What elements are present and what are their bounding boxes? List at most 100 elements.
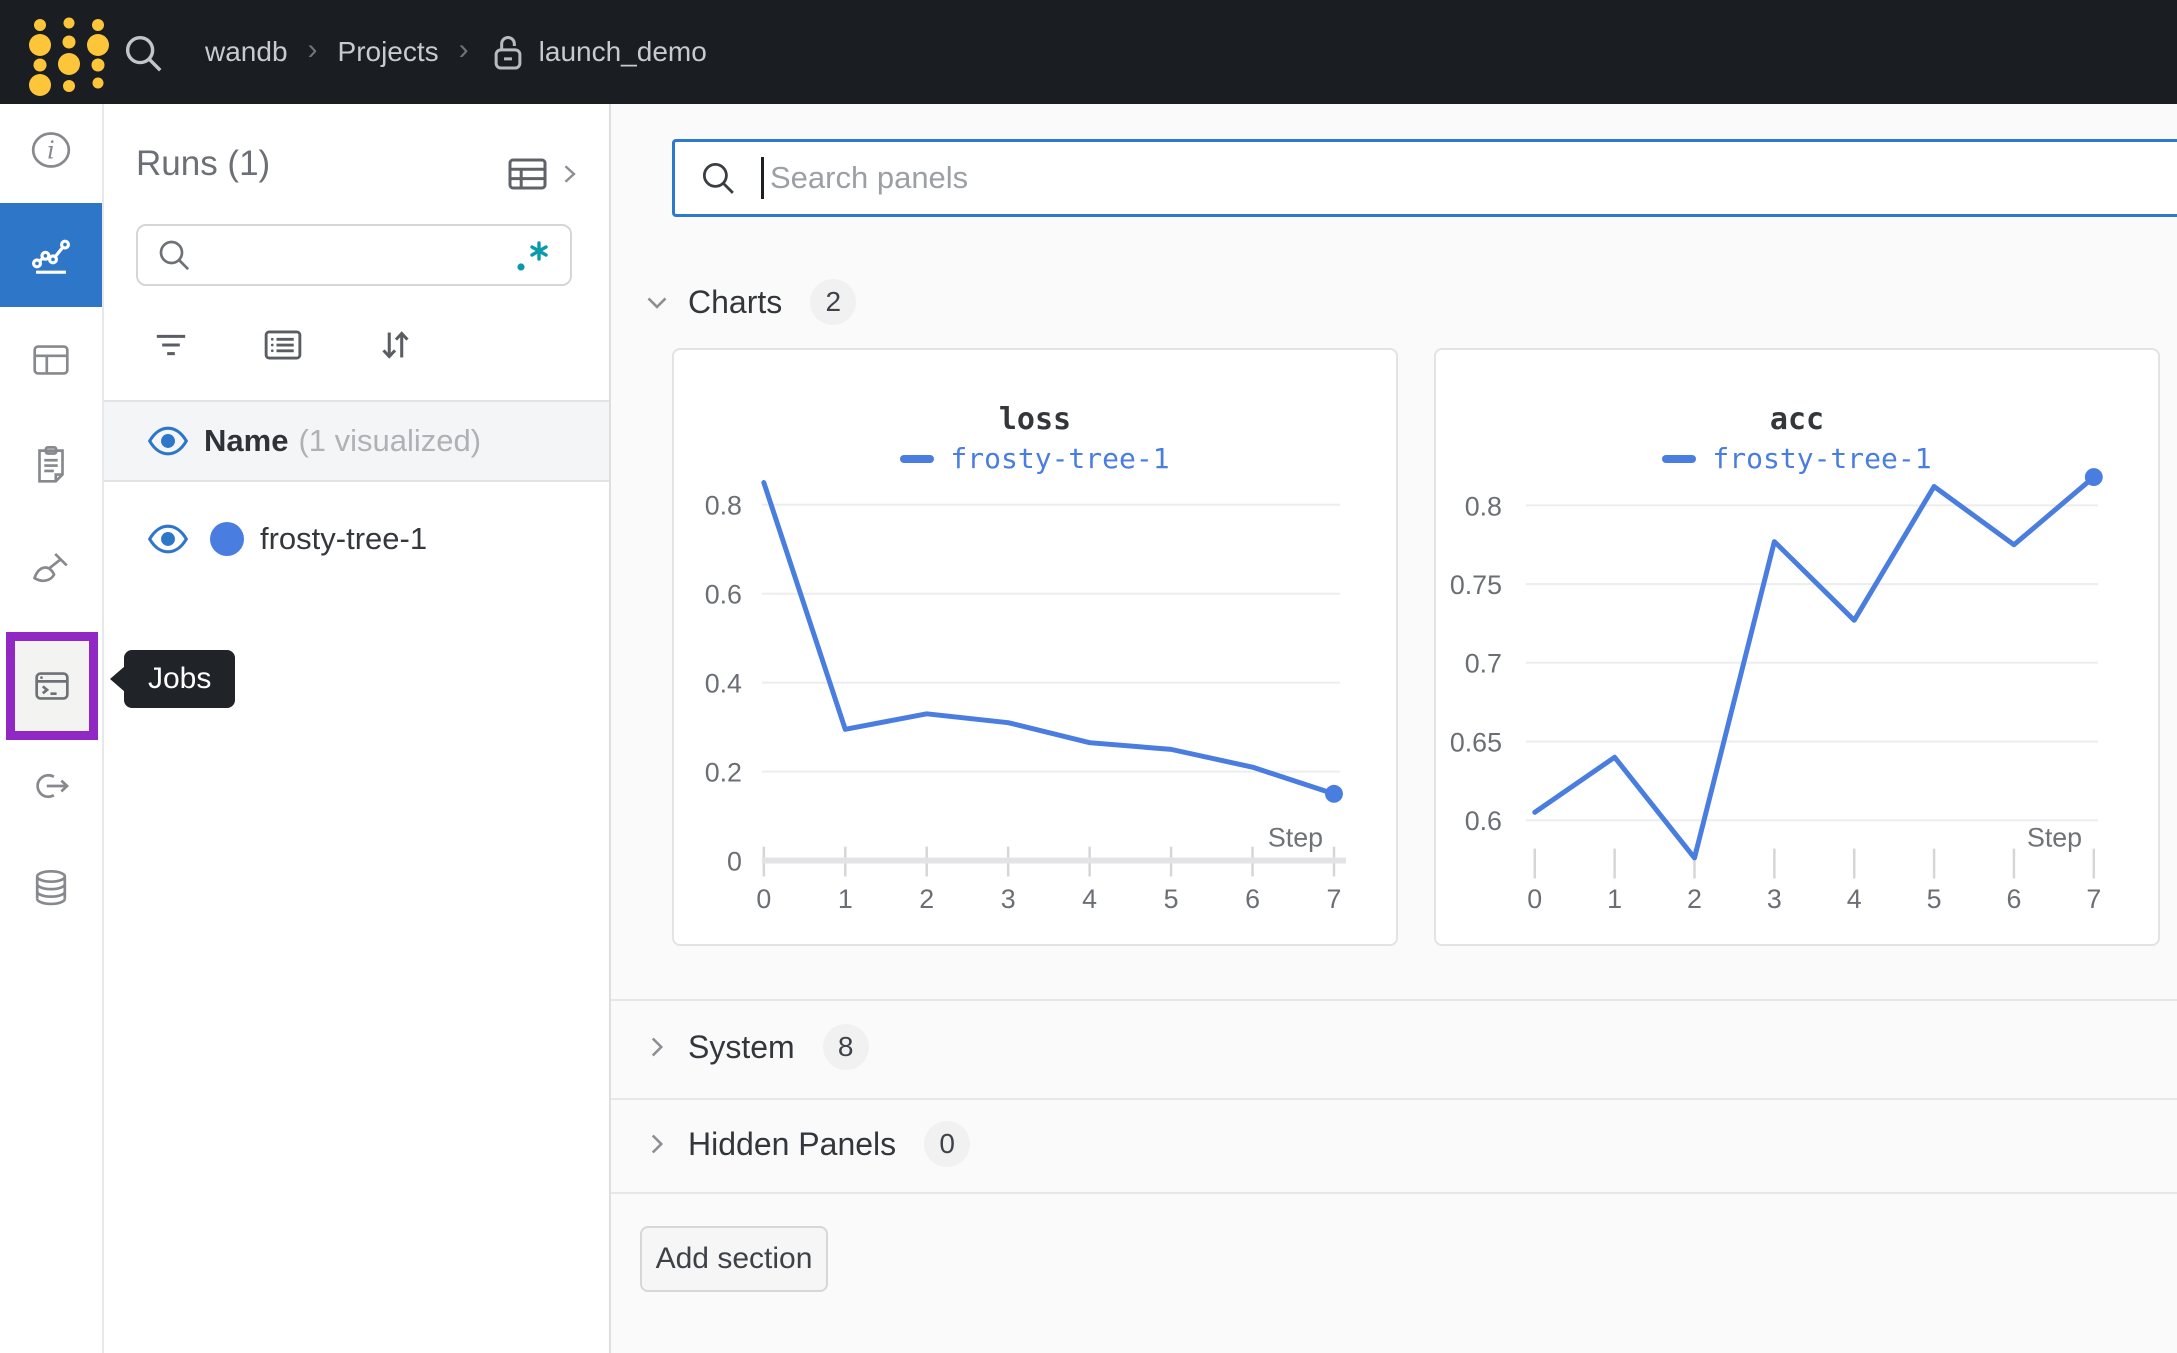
section-count-badge: 0 bbox=[924, 1121, 971, 1167]
breadcrumb: wandb › Projects › launch_demo bbox=[205, 0, 707, 104]
section-header-charts[interactable]: Charts 2 bbox=[640, 272, 857, 332]
eye-visible-icon[interactable] bbox=[146, 522, 190, 556]
breadcrumb-projects[interactable]: Projects bbox=[337, 36, 439, 67]
svg-text:0: 0 bbox=[756, 884, 771, 914]
regex-toggle-icon[interactable] bbox=[512, 236, 554, 274]
runs-search-box[interactable] bbox=[136, 224, 572, 286]
svg-text:2: 2 bbox=[919, 884, 934, 914]
nav-notes-item[interactable] bbox=[0, 421, 102, 509]
svg-text:Step: Step bbox=[2027, 823, 2082, 853]
panels-icon bbox=[33, 345, 69, 375]
nav-panels-item[interactable] bbox=[0, 316, 102, 404]
svg-text:0.8: 0.8 bbox=[1465, 491, 1502, 521]
visualized-count-label: (1 visualized) bbox=[298, 423, 482, 458]
svg-text:0.75: 0.75 bbox=[1450, 570, 1502, 600]
svg-text:0.65: 0.65 bbox=[1450, 727, 1502, 757]
svg-text:0: 0 bbox=[1527, 884, 1542, 914]
section-label: System bbox=[688, 1028, 795, 1065]
name-column-header: Name bbox=[204, 423, 289, 458]
jobs-tooltip-label: Jobs bbox=[148, 662, 212, 695]
svg-text:Step: Step bbox=[1268, 823, 1323, 853]
section-header-hidden-panels[interactable]: Hidden Panels 0 bbox=[640, 1114, 971, 1174]
launch-arrow-icon bbox=[36, 773, 70, 799]
svg-text:0: 0 bbox=[727, 846, 742, 876]
section-label: Hidden Panels bbox=[688, 1125, 897, 1162]
info-icon: i bbox=[31, 132, 71, 168]
svg-text:6: 6 bbox=[2006, 884, 2021, 914]
section-header-system[interactable]: System 8 bbox=[640, 1017, 869, 1077]
search-icon bbox=[159, 240, 190, 271]
svg-text:1: 1 bbox=[838, 884, 853, 914]
nav-jobs-item-highlighted[interactable] bbox=[6, 632, 98, 740]
section-divider bbox=[611, 999, 2177, 1001]
search-icon bbox=[702, 162, 734, 194]
section-count-badge: 8 bbox=[822, 1024, 869, 1070]
nav-workspace-item[interactable] bbox=[0, 203, 102, 307]
acc-line-plot[interactable]: 0.6 0.65 0.7 0.75 0.8 0 1 2 3 4 5 6 7 Step bbox=[1436, 350, 2158, 944]
expand-runs-table-button[interactable] bbox=[504, 150, 586, 198]
breadcrumb-separator: › bbox=[458, 33, 469, 66]
section-divider bbox=[611, 1192, 2177, 1194]
legend-dash bbox=[900, 454, 935, 463]
search-icon[interactable] bbox=[120, 30, 166, 76]
svg-text:0.4: 0.4 bbox=[705, 669, 742, 699]
chart-legend: frosty-tree-1 bbox=[674, 442, 1396, 475]
chevron-right-icon[interactable] bbox=[640, 1127, 674, 1161]
chart-title: acc bbox=[1769, 402, 1825, 437]
runs-name-header-row[interactable]: Name (1 visualized) bbox=[104, 400, 609, 482]
wandb-logo[interactable] bbox=[24, 12, 114, 98]
svg-text:0.6: 0.6 bbox=[1465, 806, 1502, 836]
eye-visible-icon[interactable] bbox=[146, 424, 190, 458]
line-chart-icon bbox=[31, 239, 70, 274]
svg-text:5: 5 bbox=[1164, 884, 1179, 914]
broom-icon bbox=[32, 552, 68, 583]
panel-search-box[interactable]: Search panels bbox=[672, 139, 2177, 217]
database-icon bbox=[35, 869, 67, 906]
svg-text:4: 4 bbox=[1847, 884, 1862, 914]
chevron-down-icon[interactable] bbox=[640, 285, 674, 319]
runs-search-input[interactable] bbox=[194, 238, 512, 272]
svg-text:0.8: 0.8 bbox=[705, 491, 742, 521]
panel-loss-chart[interactable]: loss frosty-tree-1 0 0.2 0.4 0.6 0.8 0 1 2 3 4 5 6 7… bbox=[672, 348, 1398, 946]
panel-search-placeholder: Search panels bbox=[770, 160, 969, 195]
nav-artifacts-item[interactable] bbox=[0, 844, 102, 932]
runs-panel: Runs (1) bbox=[104, 104, 611, 1353]
svg-text:0.7: 0.7 bbox=[1465, 649, 1502, 679]
svg-text:7: 7 bbox=[1327, 884, 1342, 914]
svg-text:i: i bbox=[47, 136, 55, 164]
filter-icon[interactable] bbox=[148, 322, 194, 368]
breadcrumb-entity[interactable]: wandb bbox=[205, 36, 288, 67]
svg-text:1: 1 bbox=[1607, 884, 1622, 914]
chevron-right-icon[interactable] bbox=[640, 1030, 674, 1064]
svg-text:3: 3 bbox=[1001, 884, 1016, 914]
section-divider bbox=[611, 1098, 2177, 1100]
breadcrumb-separator: › bbox=[307, 33, 318, 66]
legend-run-name: frosty-tree-1 bbox=[1712, 442, 1932, 475]
terminal-jobs-icon bbox=[35, 672, 69, 700]
text-cursor bbox=[761, 157, 764, 199]
chevron-right-icon bbox=[564, 165, 576, 183]
panel-acc-chart[interactable]: acc frosty-tree-1 0.6 0.65 0.7 0.75 0.8 0 1 2 3 4… bbox=[1434, 348, 2160, 946]
nav-launch-item[interactable] bbox=[0, 742, 102, 830]
section-label: Charts bbox=[688, 283, 783, 320]
run-row-frosty-tree-1[interactable]: frosty-tree-1 bbox=[104, 496, 609, 582]
svg-text:0.2: 0.2 bbox=[705, 758, 742, 788]
nav-overview-item[interactable]: i bbox=[0, 106, 102, 194]
run-name-label[interactable]: frosty-tree-1 bbox=[260, 521, 428, 556]
run-color-dot[interactable] bbox=[210, 522, 244, 556]
svg-text:7: 7 bbox=[2086, 884, 2101, 914]
svg-text:6: 6 bbox=[1245, 884, 1260, 914]
section-count-badge: 2 bbox=[810, 279, 857, 325]
add-section-button[interactable]: Add section bbox=[640, 1226, 828, 1292]
breadcrumb-project-name[interactable]: launch_demo bbox=[538, 36, 707, 67]
sort-icon[interactable] bbox=[372, 322, 418, 368]
chart-title: loss bbox=[998, 402, 1072, 437]
list-settings-icon[interactable] bbox=[260, 322, 306, 368]
runs-table-icon bbox=[508, 158, 547, 190]
svg-text:4: 4 bbox=[1082, 884, 1097, 914]
svg-text:5: 5 bbox=[1927, 884, 1942, 914]
svg-text:0.6: 0.6 bbox=[705, 580, 742, 610]
loss-line-plot[interactable]: 0 0.2 0.4 0.6 0.8 0 1 2 3 4 5 6 7 Step bbox=[674, 350, 1396, 944]
nav-sweeps-item[interactable] bbox=[0, 526, 102, 614]
